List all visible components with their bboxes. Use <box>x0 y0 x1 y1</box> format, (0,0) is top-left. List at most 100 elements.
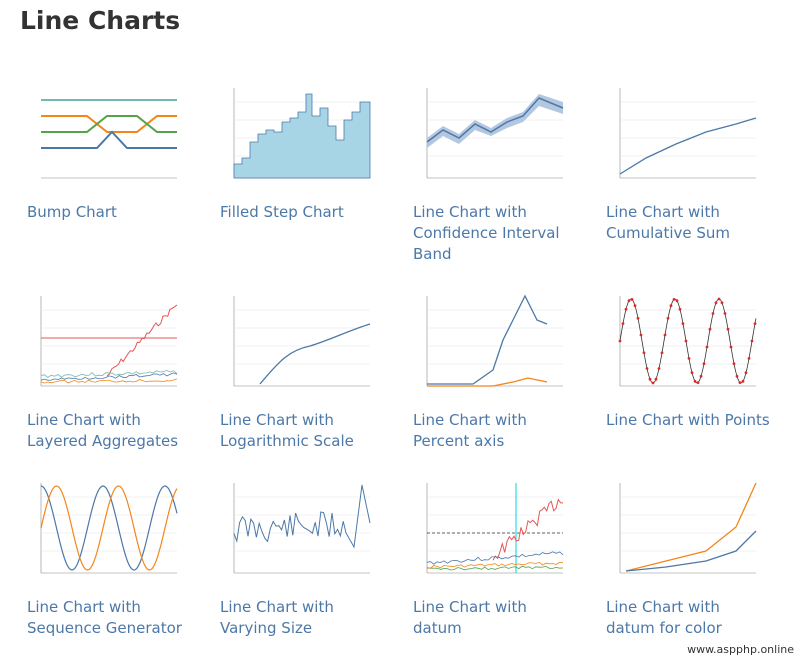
thumbnail-shape <box>233 484 371 549</box>
gallery-item[interactable]: Filled Step Chart <box>220 82 390 223</box>
caption-link[interactable]: Line Chart with Confidence Interval Band <box>413 203 560 263</box>
thumbnail[interactable] <box>27 290 182 400</box>
thumbnail-shape <box>233 93 371 179</box>
caption-link[interactable]: Line Chart with Varying Size <box>220 598 334 637</box>
thumbnail-shape <box>669 304 673 308</box>
thumbnail-shape <box>699 374 703 378</box>
thumbnail-shape <box>636 316 640 320</box>
thumbnail-shape <box>663 333 667 337</box>
gallery-item[interactable]: Line Chart with datum <box>413 477 583 639</box>
caption-link[interactable]: Filled Step Chart <box>220 203 344 221</box>
caption-link[interactable]: Line Chart with Points <box>606 411 770 429</box>
thumbnail-shape <box>741 379 745 383</box>
caption-link[interactable]: Bump Chart <box>27 203 117 221</box>
thumbnail-shape <box>654 377 658 381</box>
thumbnail-shape <box>687 357 691 360</box>
watermark: www.aspphp.online <box>687 643 794 656</box>
thumbnail-shape <box>41 130 177 149</box>
thumbnail[interactable] <box>413 290 568 400</box>
thumbnail[interactable] <box>606 477 761 587</box>
gallery-item[interactable]: Line Chart with Confidence Interval Band <box>413 82 583 265</box>
thumbnail[interactable] <box>220 290 375 400</box>
thumbnail-shape <box>729 345 733 349</box>
gallery-item[interactable]: Line Chart with Layered Aggregates <box>27 290 197 452</box>
thumbnail-shape <box>744 371 748 375</box>
thumbnail[interactable] <box>413 477 568 587</box>
thumbnail-shape <box>630 298 634 301</box>
thumbnail-shape <box>625 530 757 572</box>
thumbnail[interactable] <box>27 82 182 192</box>
thumbnail-shape <box>672 298 676 301</box>
thumbnail-shape <box>426 551 564 565</box>
thumbnail-shape <box>696 381 700 384</box>
thumbnail-shape <box>648 377 652 381</box>
thumbnail-shape <box>753 322 757 325</box>
thumbnail-shape <box>726 327 730 331</box>
thumbnail-shape <box>427 561 564 569</box>
gallery-item[interactable]: Line Chart with Sequence Generator <box>27 477 197 639</box>
thumbnail-shape <box>40 485 178 571</box>
gallery-item[interactable]: Bump Chart <box>27 82 197 223</box>
thumbnail-shape <box>750 339 754 343</box>
thumbnail-shape <box>705 345 709 349</box>
thumbnail-shape <box>259 323 371 385</box>
caption-link[interactable]: Line Chart with Cumulative Sum <box>606 203 731 242</box>
thumbnail-shape <box>633 304 637 308</box>
thumbnail-shape <box>625 482 757 572</box>
gallery-item[interactable]: Line Chart with Cumulative Sum <box>606 82 776 244</box>
gallery-item[interactable]: Line Chart with Percent axis <box>413 290 583 452</box>
caption-link[interactable]: Line Chart with Sequence Generator <box>27 598 182 637</box>
thumbnail-shape <box>426 565 564 571</box>
thumbnail-shape <box>711 312 715 315</box>
thumbnail-shape <box>624 307 628 311</box>
thumbnail-shape <box>492 498 563 561</box>
thumbnail-shape <box>684 339 688 343</box>
thumbnail-shape <box>666 316 670 320</box>
page-title: Line Charts <box>20 6 181 35</box>
gallery-item[interactable]: Line Chart with Points <box>606 290 776 431</box>
thumbnail-shape <box>714 301 718 305</box>
thumbnail-shape <box>747 357 751 360</box>
caption-link[interactable]: Line Chart with Logarithmic Scale <box>220 411 354 450</box>
gallery-item[interactable]: Line Chart with Logarithmic Scale <box>220 290 390 452</box>
thumbnail-shape <box>738 381 742 384</box>
thumbnail-shape <box>678 307 682 311</box>
thumbnail-shape <box>657 367 661 370</box>
thumbnail-shape <box>675 299 679 303</box>
thumbnail-shape <box>720 301 724 305</box>
thumbnail-shape <box>735 374 739 378</box>
thumbnail[interactable] <box>606 82 761 192</box>
gallery-item[interactable]: Line Chart with Varying Size <box>220 477 390 639</box>
thumbnail-shape <box>40 372 178 381</box>
thumbnail-shape <box>619 298 757 384</box>
thumbnail-shape <box>723 312 727 315</box>
caption-link[interactable]: Line Chart with datum <box>413 598 527 637</box>
thumbnail[interactable] <box>606 290 761 400</box>
caption-link[interactable]: Line Chart with datum for color <box>606 598 722 637</box>
thumbnail-shape <box>702 362 706 366</box>
gallery-item[interactable]: Line Chart with datum for color <box>606 477 776 639</box>
thumbnail-shape <box>40 485 178 571</box>
thumbnail-shape <box>660 351 664 355</box>
thumbnail-shape <box>618 339 622 343</box>
caption-link[interactable]: Line Chart with Layered Aggregates <box>27 411 179 450</box>
caption-link[interactable]: Line Chart with Percent axis <box>413 411 527 450</box>
thumbnail-shape <box>40 378 178 384</box>
thumbnail[interactable] <box>220 477 375 587</box>
thumbnail-shape <box>427 94 563 148</box>
thumbnail-shape <box>732 362 736 366</box>
thumbnail-shape <box>619 117 757 175</box>
thumbnail[interactable] <box>27 477 182 587</box>
thumbnail-shape <box>639 333 643 337</box>
thumbnail-shape <box>645 367 649 370</box>
thumbnail-shape <box>708 327 712 331</box>
thumbnail-shape <box>426 97 564 143</box>
thumbnail[interactable] <box>220 82 375 192</box>
thumbnail-shape <box>690 371 694 375</box>
thumbnail[interactable] <box>413 82 568 192</box>
thumbnail-shape <box>642 351 646 355</box>
thumbnail-shape <box>106 304 178 377</box>
thumbnail-shape <box>717 297 721 301</box>
thumbnail-shape <box>621 322 625 325</box>
